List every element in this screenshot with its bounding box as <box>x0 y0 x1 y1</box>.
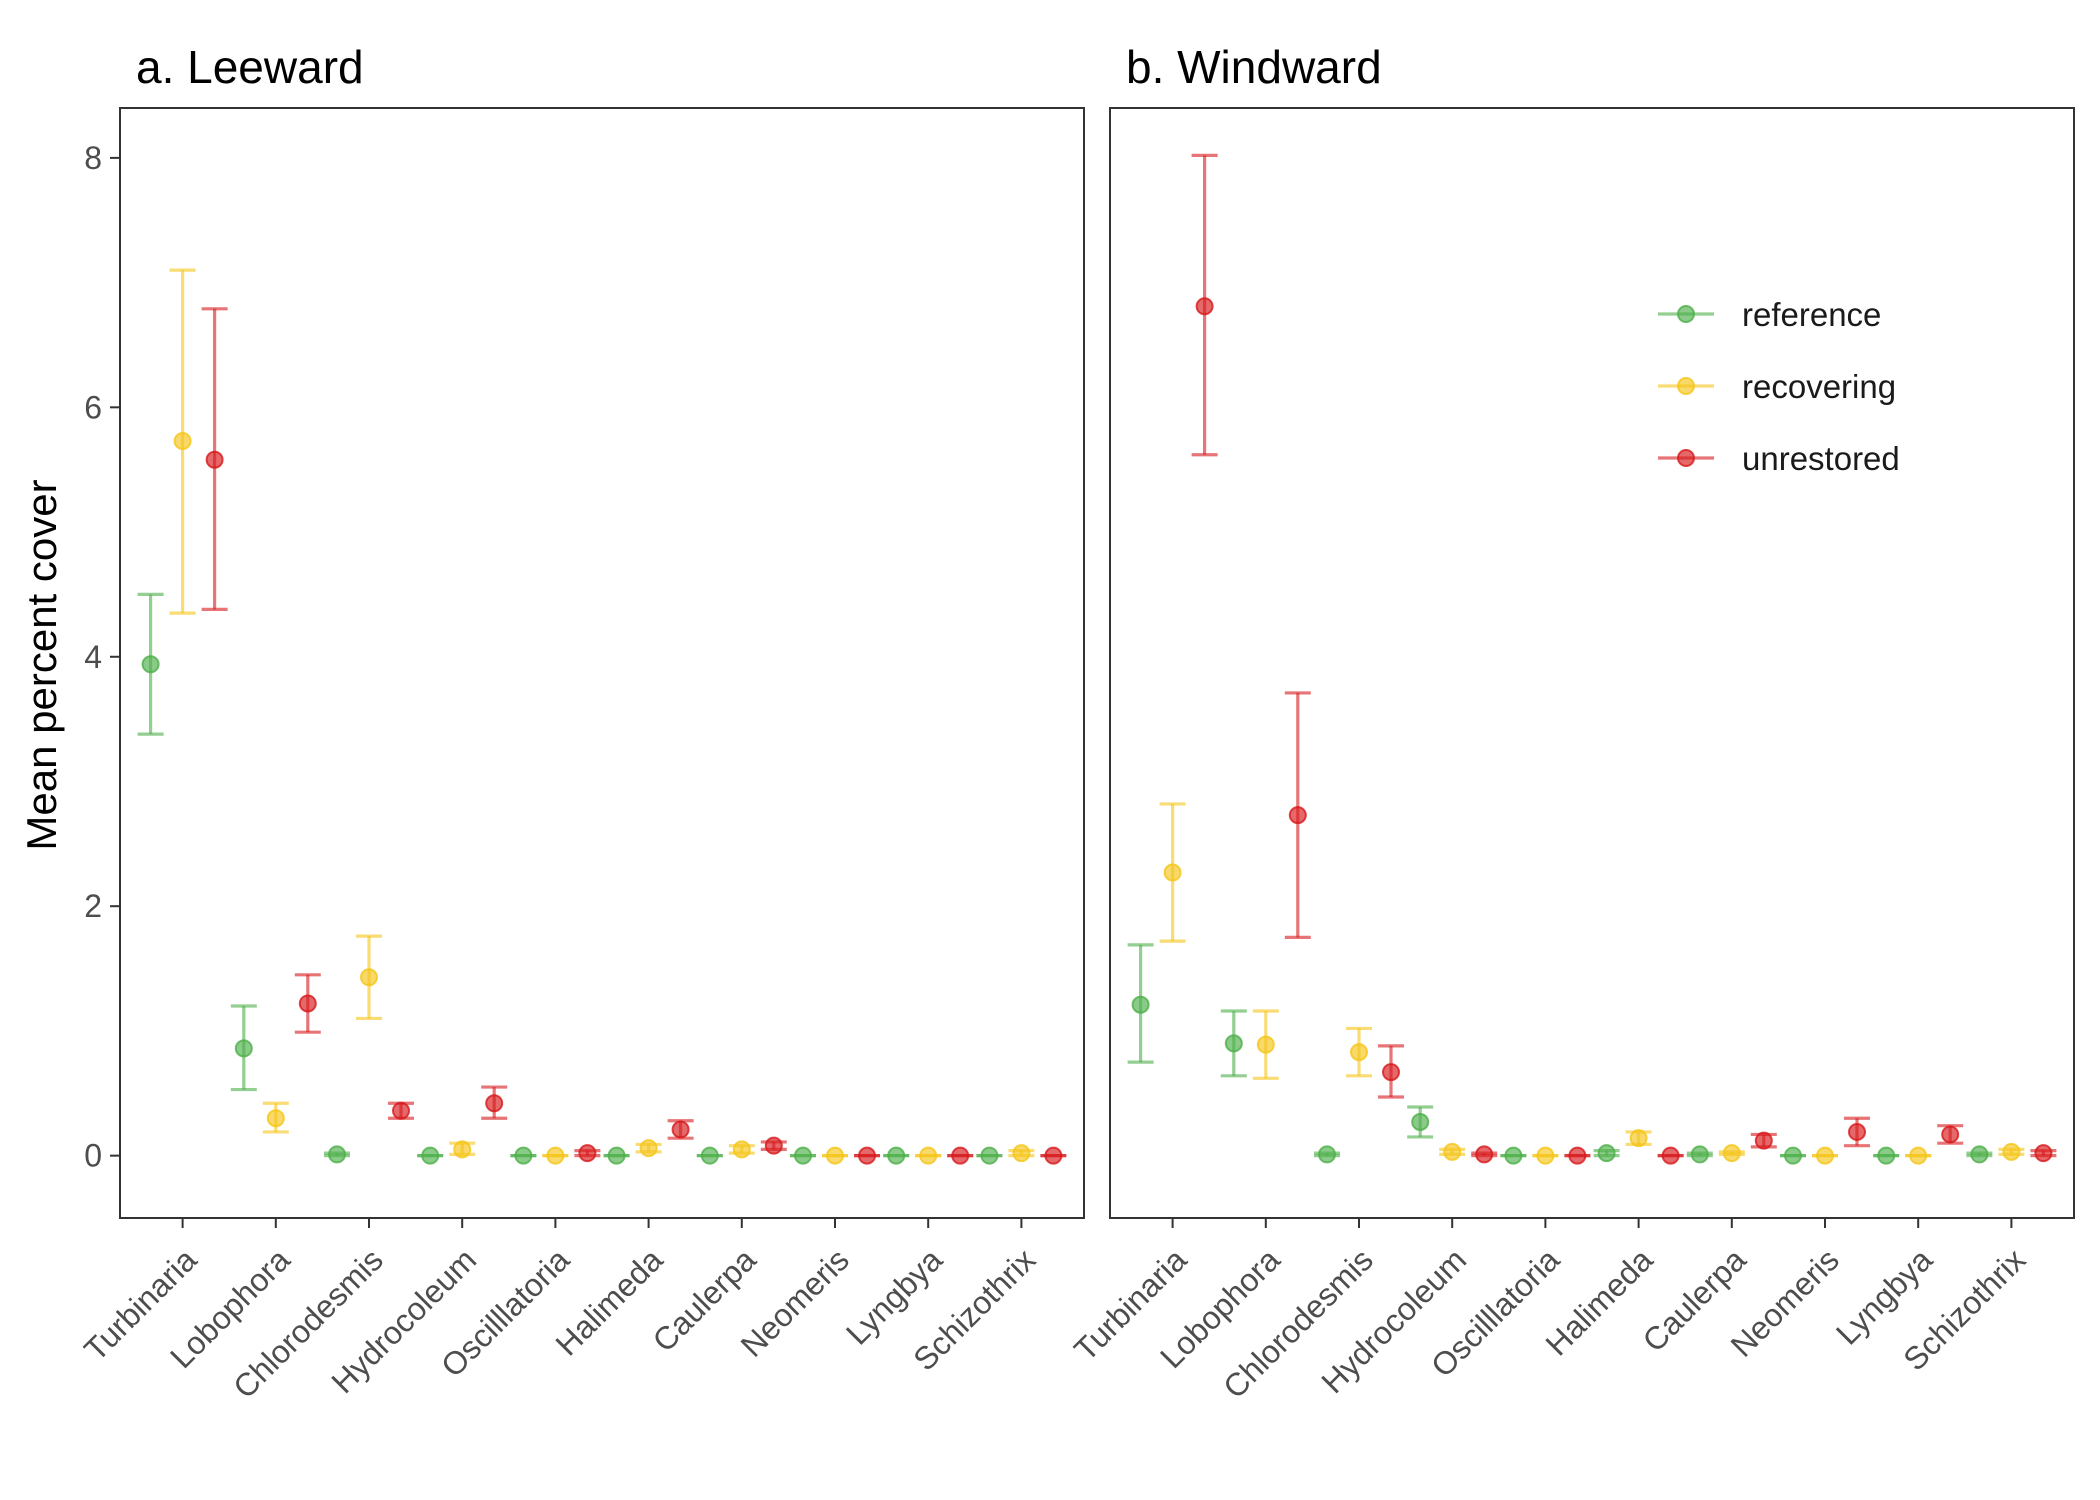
y-axis-title: Mean percent cover <box>18 479 65 850</box>
y-tick-label: 4 <box>84 639 102 675</box>
data-point <box>764 1136 783 1155</box>
data-point <box>1318 1145 1336 1164</box>
data-point <box>485 1094 504 1113</box>
panel-border <box>119 107 1085 1219</box>
data-point <box>1629 1129 1648 1148</box>
data-point <box>1504 1146 1523 1165</box>
panel-title: a. Leeward <box>136 41 364 93</box>
panel-border <box>1109 107 2075 1219</box>
data-point <box>1784 1146 1802 1165</box>
data-point <box>2002 1142 2021 1161</box>
data-point <box>951 1146 970 1165</box>
data-point <box>2034 1144 2053 1163</box>
data-point <box>360 968 378 987</box>
data-point <box>858 1146 876 1165</box>
data-point <box>1350 1043 1368 1062</box>
legend: reference recovering unrestored <box>1658 296 1900 477</box>
data-point <box>578 1144 597 1163</box>
series-unrestored <box>201 307 1067 1165</box>
data-point <box>671 1120 690 1139</box>
data-point <box>173 432 192 450</box>
data-point <box>1597 1144 1616 1163</box>
panel-leeward: a. Leeward02468TurbinariaLobophoraChloro… <box>77 41 1085 1405</box>
data-point <box>1256 1035 1275 1054</box>
legend-item-recovering: recovering <box>1658 368 1896 405</box>
legend-key-point <box>1677 449 1695 467</box>
data-point <box>1970 1145 1989 1164</box>
data-point <box>298 994 317 1013</box>
series-reference <box>137 592 1003 1165</box>
data-point <box>266 1109 285 1128</box>
data-point <box>453 1140 472 1159</box>
data-point <box>1754 1131 1773 1150</box>
data-point <box>1224 1034 1243 1053</box>
data-point <box>1877 1146 1896 1165</box>
y-tick-label: 6 <box>84 389 102 425</box>
data-point <box>421 1146 440 1165</box>
y-tick-label: 0 <box>84 1138 102 1174</box>
legend-label: unrestored <box>1742 440 1900 477</box>
data-point <box>887 1146 906 1165</box>
series-recovering <box>1159 802 2025 1165</box>
y-tick-label: 8 <box>84 140 102 176</box>
data-point <box>546 1146 565 1165</box>
data-point <box>919 1146 938 1165</box>
data-point <box>1909 1146 1928 1165</box>
series-recovering <box>169 268 1035 1165</box>
data-point <box>1044 1146 1063 1165</box>
data-point <box>1690 1145 1709 1164</box>
data-point <box>234 1039 253 1058</box>
panel-windward: b. WindwardTurbinariaLobophoraChlorodesm… <box>1067 41 2075 1405</box>
data-point <box>1536 1146 1555 1165</box>
data-point <box>1411 1112 1430 1131</box>
series-unrestored <box>1191 153 2057 1165</box>
data-point <box>1382 1063 1400 1082</box>
data-point <box>1722 1144 1741 1163</box>
panel-title: b. Windward <box>1126 41 1382 93</box>
data-point <box>205 450 224 469</box>
y-tick-label: 2 <box>84 888 102 924</box>
data-point <box>1443 1142 1462 1161</box>
data-point <box>1288 806 1307 825</box>
legend-key-point <box>1677 305 1695 323</box>
data-point <box>1475 1145 1494 1164</box>
legend-label: reference <box>1742 296 1881 333</box>
data-point <box>392 1101 410 1120</box>
legend-item-unrestored: unrestored <box>1658 440 1900 477</box>
data-point <box>826 1146 844 1165</box>
data-point <box>328 1145 346 1164</box>
data-point <box>980 1146 999 1165</box>
series-reference <box>1127 943 1993 1165</box>
data-point <box>1661 1146 1680 1165</box>
data-point <box>607 1146 626 1165</box>
data-point <box>1163 863 1182 882</box>
data-point <box>1816 1146 1834 1165</box>
data-point <box>1848 1122 1866 1141</box>
data-point <box>1568 1146 1587 1165</box>
data-point <box>700 1146 719 1165</box>
data-point <box>794 1146 812 1165</box>
data-point <box>639 1139 658 1158</box>
data-point <box>1195 297 1214 316</box>
legend-item-reference: reference <box>1658 296 1881 333</box>
data-point <box>141 655 160 674</box>
legend-key-point <box>1677 377 1695 395</box>
legend-label: recovering <box>1742 368 1896 405</box>
data-point <box>514 1146 533 1165</box>
data-point <box>1012 1144 1031 1163</box>
data-point <box>1941 1125 1960 1144</box>
data-point <box>1131 995 1150 1014</box>
data-point <box>732 1140 751 1159</box>
